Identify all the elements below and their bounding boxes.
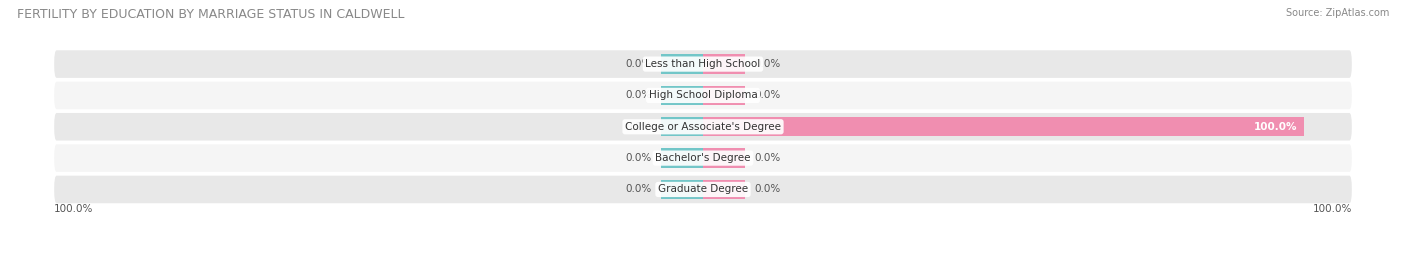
Bar bbox=[703, 180, 745, 199]
Text: 0.0%: 0.0% bbox=[626, 153, 652, 163]
Text: Bachelor's Degree: Bachelor's Degree bbox=[655, 153, 751, 163]
Bar bbox=[661, 148, 703, 168]
Text: 100.0%: 100.0% bbox=[55, 204, 94, 214]
FancyBboxPatch shape bbox=[55, 50, 1351, 78]
Bar bbox=[703, 86, 745, 105]
Bar bbox=[703, 54, 745, 74]
Text: 0.0%: 0.0% bbox=[754, 153, 780, 163]
Text: 0.0%: 0.0% bbox=[754, 90, 780, 100]
Text: 0.0%: 0.0% bbox=[626, 90, 652, 100]
Bar bbox=[703, 148, 745, 168]
Text: 0.0%: 0.0% bbox=[626, 122, 652, 132]
Text: 0.0%: 0.0% bbox=[626, 59, 652, 69]
FancyBboxPatch shape bbox=[55, 144, 1351, 172]
Text: Source: ZipAtlas.com: Source: ZipAtlas.com bbox=[1285, 8, 1389, 18]
Text: 100.0%: 100.0% bbox=[1254, 122, 1298, 132]
Bar bbox=[661, 86, 703, 105]
Text: 0.0%: 0.0% bbox=[754, 59, 780, 69]
Text: Graduate Degree: Graduate Degree bbox=[658, 185, 748, 194]
Text: 100.0%: 100.0% bbox=[1312, 204, 1351, 214]
FancyBboxPatch shape bbox=[55, 82, 1351, 109]
FancyBboxPatch shape bbox=[55, 176, 1351, 203]
Bar bbox=[661, 180, 703, 199]
Text: FERTILITY BY EDUCATION BY MARRIAGE STATUS IN CALDWELL: FERTILITY BY EDUCATION BY MARRIAGE STATU… bbox=[17, 8, 405, 21]
Text: College or Associate's Degree: College or Associate's Degree bbox=[626, 122, 780, 132]
Text: 0.0%: 0.0% bbox=[754, 185, 780, 194]
Bar bbox=[661, 54, 703, 74]
Text: 0.0%: 0.0% bbox=[626, 185, 652, 194]
FancyBboxPatch shape bbox=[55, 113, 1351, 141]
Text: High School Diploma: High School Diploma bbox=[648, 90, 758, 100]
Bar bbox=[703, 117, 1303, 136]
Bar bbox=[661, 117, 703, 136]
Text: Less than High School: Less than High School bbox=[645, 59, 761, 69]
